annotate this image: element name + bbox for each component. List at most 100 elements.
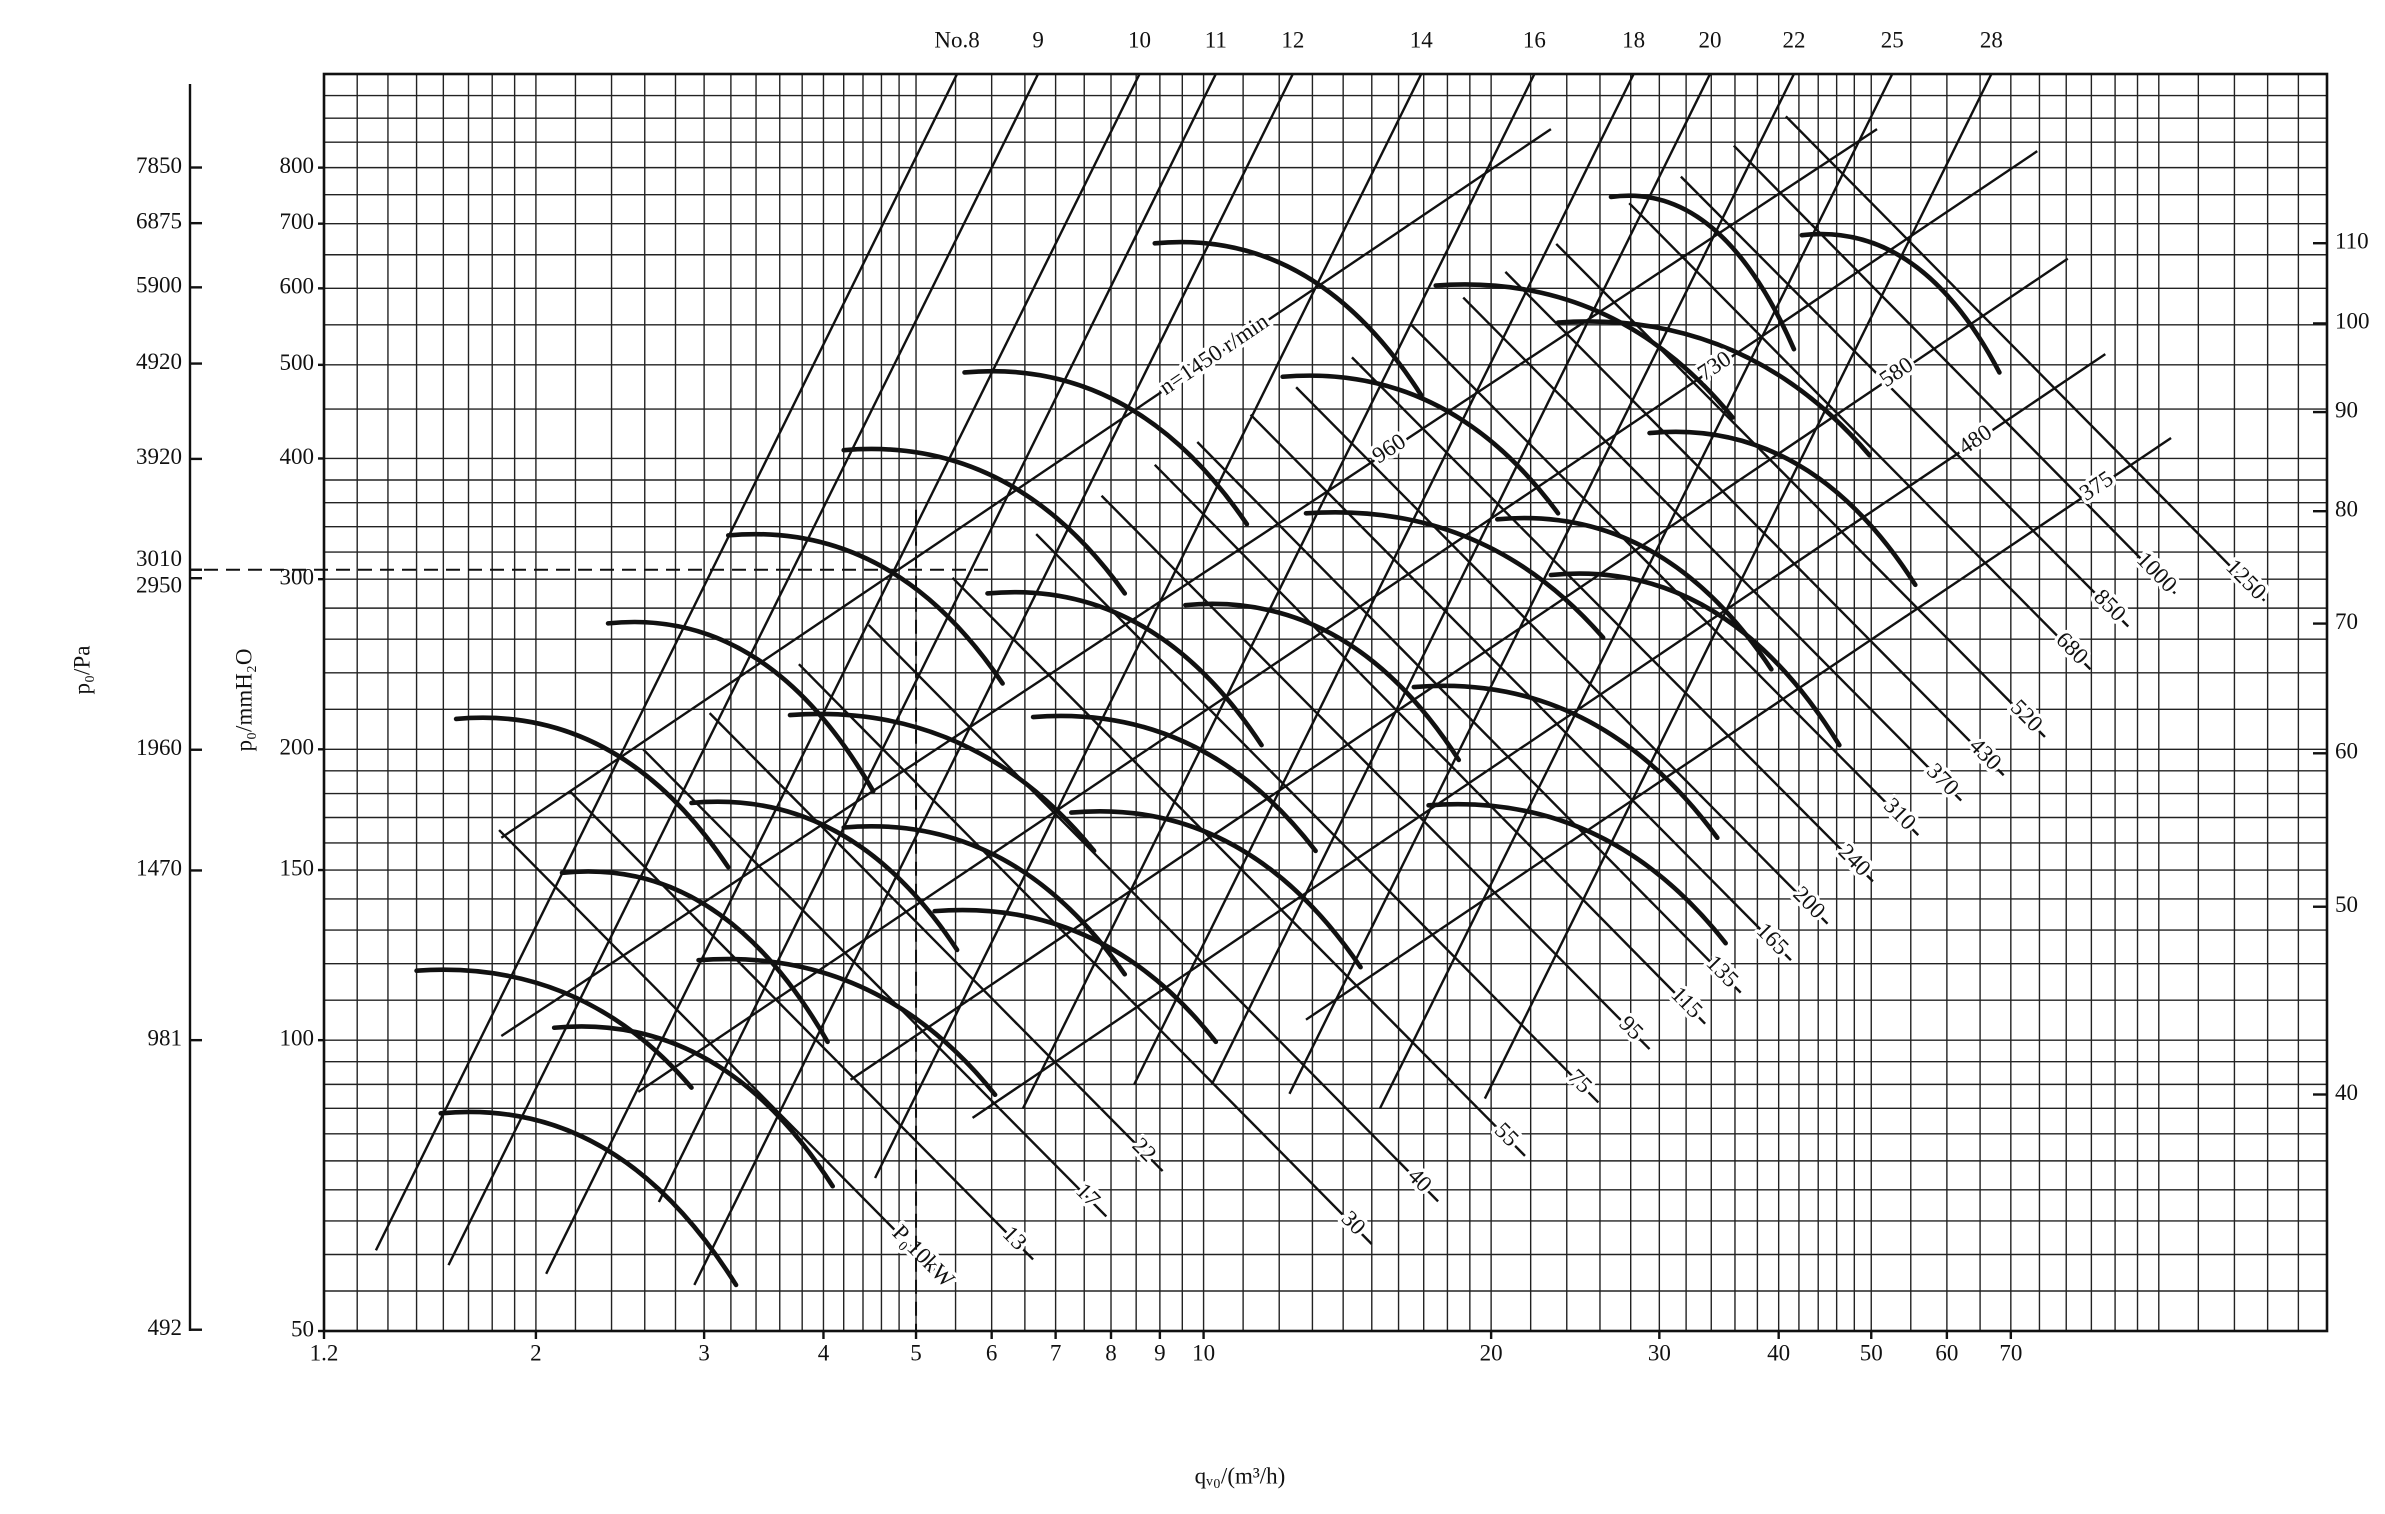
power-line [1555,243,2046,738]
y-tick-label: 700 [280,209,315,234]
performance-curve [1555,319,1872,458]
performance-curve [1152,239,1424,398]
power-line [1295,386,1829,925]
performance-curve [689,799,960,953]
y-tick-label: 50 [291,1316,314,1341]
performance-curve [453,715,731,870]
performance-curve [985,589,1264,748]
speed-line [500,128,1878,1037]
fan-size-label: 9 [1032,27,1044,52]
performance-curve [1799,231,2002,375]
performance-curve [841,824,1128,977]
y2-tick-label: 6875 [136,208,182,233]
performance-curve [1647,429,1918,588]
plot-area [324,74,2327,1331]
power-line [1100,494,1651,1050]
power-label: 200 [1788,881,1830,923]
fan-size-label: 11 [1205,27,1227,52]
fan-size-line [545,74,1141,1275]
y-tick-label: 400 [280,444,315,469]
performance-curve [605,619,876,794]
y3-tick-label: 90 [2335,397,2358,422]
x-tick-label: 30 [1648,1340,1671,1365]
x-tick-label: 60 [1935,1340,1958,1365]
speed-line [849,257,2069,1081]
performance-curve [787,711,1097,854]
power-label: 850 [2089,584,2131,626]
x-tick-label: 20 [1480,1340,1503,1365]
y2-tick-label: 981 [148,1025,183,1050]
performance-curve [1280,373,1561,516]
x-tick-label: 6 [986,1340,998,1365]
x-tick-label: 9 [1154,1340,1166,1365]
y3-tick-label: 40 [2335,1080,2358,1105]
y3-tick-label: 50 [2335,892,2358,917]
y3-tick-label: 80 [2335,496,2358,521]
power-label: 1000 [2132,547,2182,597]
power-label: 30 [1337,1206,1371,1240]
performance-curve [414,967,694,1090]
power-label: 115 [1666,981,1707,1023]
y-tick-label: 500 [280,350,315,375]
performance-curve [696,956,998,1098]
power-line [1504,271,2005,777]
power-label: 13 [998,1221,1032,1255]
x-tick-label: 1.2 [310,1340,339,1365]
y-tick-label: 100 [280,1025,315,1050]
power-line [642,748,1108,1218]
fan-size-label: 10 [1128,27,1151,52]
power-label: 17 [1071,1178,1105,1212]
fan-size-label: 22 [1782,27,1805,52]
power-label: 75 [1563,1064,1597,1098]
power-label: 680 [2051,627,2093,669]
power-line [1680,175,2130,628]
speed-line [637,150,2038,1093]
y2-tick-label: 3010 [136,546,182,571]
x-tick-label: 4 [818,1340,830,1365]
x-tick-label: 70 [1999,1340,2022,1365]
speed-line [971,353,2106,1119]
x-axis-title: qᵥ₀/(m³/h) [1195,1463,1286,1488]
power-label: 1250 [2221,554,2271,604]
power-line [1153,463,1706,1025]
power-line [1249,413,1792,962]
y-tick-label: 300 [280,564,315,589]
performance-curve [1426,801,1728,946]
power-label: 135 [1702,950,1744,992]
fan-size-line [1210,74,1712,1085]
performance-curve [1069,809,1363,970]
fan-size-label: 12 [1281,27,1304,52]
fan-size-label: No.8 [934,27,979,52]
power-line [1035,533,1600,1104]
x-tick-label: 2 [530,1340,542,1365]
performance-curve [1183,601,1462,763]
y3-tick-label: 100 [2335,309,2370,334]
performance-curve [438,1109,739,1288]
y-tick-label: 600 [280,274,315,299]
performance-curve [962,368,1250,527]
speed-label: 960 [1368,428,1411,468]
performance-curve [1548,571,1842,748]
fan-size-line [1288,74,1796,1095]
power-line [1196,441,1742,994]
y2-tick-label: 3920 [136,444,182,469]
y-axis-title: p₀/mmH₂O [231,649,256,752]
fan-size-line [374,74,959,1251]
plot-frame [322,72,2329,1333]
fan-size-line [693,74,1294,1286]
performance-curve [841,446,1128,596]
power-line [1785,115,2266,602]
fan-size-label: 16 [1523,27,1546,52]
y2-tick-label: 492 [148,1315,183,1340]
performance-curve [1608,193,1797,352]
power-label: 55 [1490,1117,1524,1151]
performance-curve [559,869,830,1045]
fan-size-line [1133,74,1635,1085]
speed-line [1305,437,2172,1021]
power-label: 430 [1965,733,2007,775]
power-line [951,576,1526,1157]
y2-tick-label: 7850 [136,153,182,178]
performance-curve [725,531,1005,686]
performance-curve [1433,282,1735,420]
